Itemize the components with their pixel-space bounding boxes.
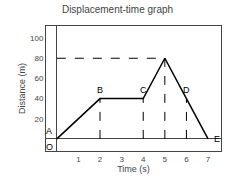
svg-text:4: 4 [141, 155, 146, 164]
svg-text:A: A [46, 126, 52, 136]
svg-text:O: O [46, 142, 53, 152]
svg-text:Time (s): Time (s) [117, 164, 150, 174]
svg-text:40: 40 [34, 94, 43, 103]
svg-text:100: 100 [30, 34, 44, 43]
svg-text:3: 3 [119, 155, 124, 164]
svg-text:Displacement-time graph: Displacement-time graph [62, 4, 173, 15]
svg-text:20: 20 [34, 115, 43, 124]
svg-text:Distance (m): Distance (m) [17, 63, 27, 114]
svg-text:6: 6 [184, 155, 189, 164]
svg-text:5: 5 [163, 155, 168, 164]
svg-text:C: C [140, 85, 147, 95]
svg-text:2: 2 [98, 155, 103, 164]
svg-text:D: D [183, 85, 190, 95]
svg-text:1: 1 [76, 155, 81, 164]
svg-text:60: 60 [34, 74, 43, 83]
svg-text:B: B [97, 85, 103, 95]
svg-text:7: 7 [206, 155, 211, 164]
svg-text:80: 80 [34, 54, 43, 63]
svg-text:E: E [214, 134, 220, 144]
